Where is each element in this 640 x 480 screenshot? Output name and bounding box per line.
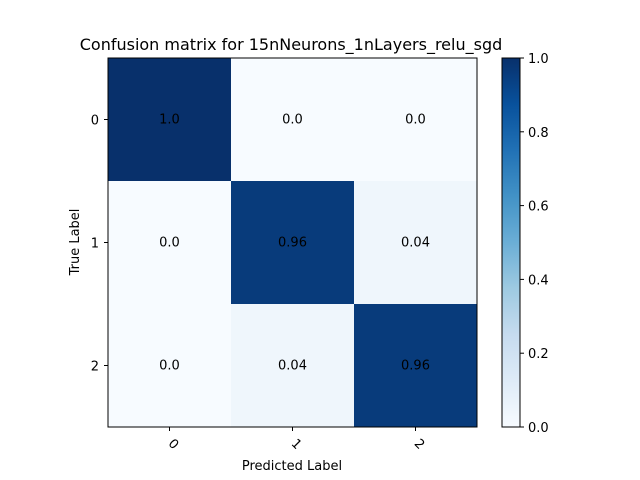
heatmap-cell-1-2 [354, 181, 478, 305]
colorbar: 0.0 0.2 0.4 0.6 0.8 1.0 [501, 52, 549, 436]
heatmap-cell-2-2 [354, 304, 478, 428]
heatmap-cell-1-1 [231, 181, 355, 305]
y-tick-label-1: 1 [91, 237, 99, 252]
heatmap-cell-1-0 [108, 181, 232, 305]
x-tick-label-1: 1 [288, 436, 304, 452]
cell-value-label-1-1: 0.96 [278, 236, 307, 251]
colorbar-tick-label-3: 0.6 [528, 200, 549, 215]
colorbar-tick-label-5: 1.0 [528, 52, 549, 67]
cell-value-label-2-2: 0.96 [401, 359, 430, 374]
cell-value-label-1-0: 0.0 [159, 236, 180, 251]
heatmap-cell-0-0 [108, 58, 232, 182]
x-axis-label: Predicted Label [242, 459, 342, 474]
x-tick-label-0: 0 [165, 436, 181, 452]
y-tick-label-2: 2 [91, 360, 99, 375]
colorbar-tick-label-0: 0.0 [528, 421, 549, 436]
y-axis-label: True Label [68, 209, 83, 277]
colorbar-tick-label-1: 0.2 [528, 347, 549, 362]
cell-value-label-0-1: 0.0 [282, 113, 303, 128]
heatmap-cell-0-2 [354, 58, 478, 182]
heatmap-cell-2-0 [108, 304, 232, 428]
cell-value-label-1-2: 0.04 [401, 236, 430, 251]
x-tick-label-2: 2 [411, 436, 427, 452]
cell-value-label-2-1: 0.04 [278, 359, 307, 374]
colorbar-gradient [501, 57, 521, 428]
cell-value-label-2-0: 0.0 [159, 359, 180, 374]
y-tick-label-0: 0 [91, 114, 99, 129]
cell-value-label-0-2: 0.0 [405, 113, 426, 128]
colorbar-tick-label-2: 0.4 [528, 273, 549, 288]
colorbar-tick-label-4: 0.8 [528, 126, 549, 141]
cell-value-label-0-0: 1.0 [159, 113, 180, 128]
chart-title: Confusion matrix for 15nNeurons_1nLayers… [80, 35, 503, 55]
x-axis-ticks: 0 1 2 [165, 427, 427, 453]
heatmap-cell-2-1 [231, 304, 355, 428]
y-axis-ticks: 0 1 2 [91, 114, 108, 375]
heatmap-cells: 1.0 0.0 0.0 0.0 0.96 0.04 0.0 0.04 0.96 [108, 58, 478, 428]
heatmap-cell-0-1 [231, 58, 355, 182]
colorbar-ticks: 0.0 0.2 0.4 0.6 0.8 1.0 [520, 52, 549, 436]
